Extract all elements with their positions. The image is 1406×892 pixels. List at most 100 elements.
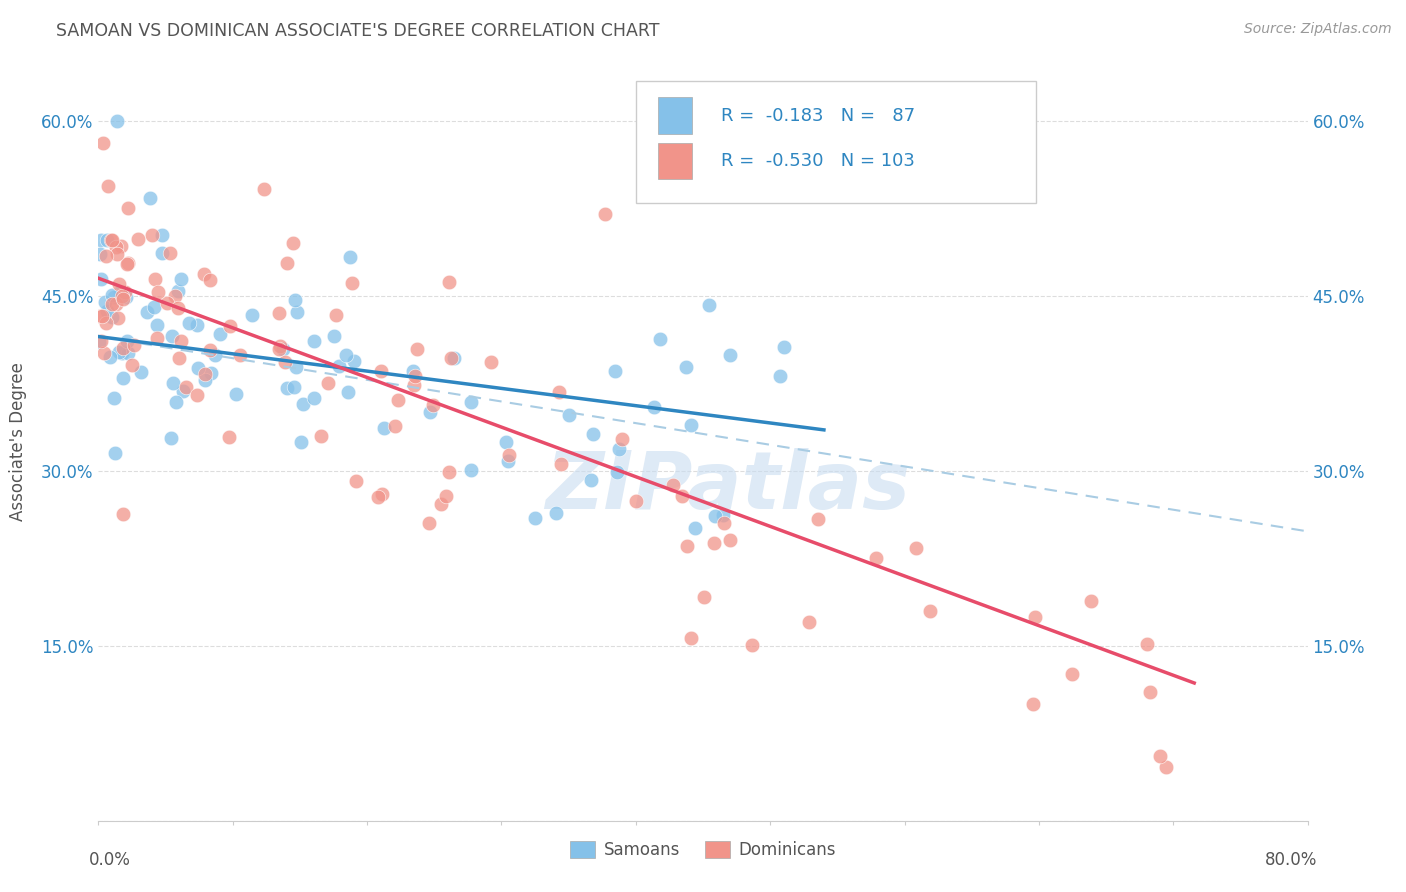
Point [142, 301, 165, 315]
Point [179, 316, 201, 330]
Point [460, 463, 482, 477]
Point [114, 285, 136, 299]
Point [89, 246, 111, 260]
Point [194, 373, 217, 387]
Point [693, 590, 716, 604]
Point [129, 365, 152, 379]
Point [94, 249, 117, 263]
Point [460, 395, 482, 409]
Point [146, 331, 169, 345]
Point [550, 457, 572, 471]
Point [323, 328, 346, 343]
Legend: Samoans, Dominicans: Samoans, Dominicans [564, 834, 842, 865]
Point [100, 233, 122, 247]
Point [370, 487, 392, 501]
Point [112, 293, 135, 307]
Point [439, 275, 461, 289]
Point [582, 427, 605, 442]
Point [117, 345, 139, 359]
Point [606, 466, 628, 480]
Point [290, 434, 312, 449]
Point [267, 342, 290, 356]
Point [138, 191, 160, 205]
Point [593, 207, 616, 221]
Point [419, 405, 441, 419]
Point [648, 332, 671, 346]
Point [219, 318, 242, 333]
Point [304, 391, 326, 405]
Text: R =  -0.183   N =   87: R = -0.183 N = 87 [721, 106, 915, 125]
Point [112, 507, 135, 521]
Point [367, 490, 389, 504]
Point [253, 181, 276, 195]
Point [316, 376, 339, 390]
Point [127, 232, 149, 246]
Point [107, 310, 129, 325]
Point [741, 638, 763, 652]
Point [115, 290, 138, 304]
Point [165, 395, 187, 409]
Point [703, 536, 725, 550]
Point [160, 432, 183, 446]
Point [713, 516, 735, 531]
Bar [658, 97, 692, 134]
Point [342, 276, 364, 290]
Point [165, 289, 187, 303]
Point [150, 227, 173, 242]
Point [769, 368, 792, 383]
Point [283, 380, 305, 394]
Point [558, 408, 581, 422]
Point [284, 293, 307, 307]
Point [94, 295, 117, 310]
Point [194, 368, 217, 382]
Point [643, 400, 665, 414]
Point [172, 384, 194, 398]
Point [100, 310, 122, 324]
Point [325, 308, 347, 322]
Point [198, 273, 221, 287]
Point [443, 351, 465, 366]
Point [108, 344, 131, 359]
Point [96, 304, 118, 318]
Point [167, 351, 190, 365]
Point [160, 329, 183, 343]
Point [496, 454, 519, 468]
Point [225, 387, 247, 401]
Point [337, 384, 360, 399]
Point [339, 250, 361, 264]
Point [193, 268, 215, 282]
Point [344, 474, 367, 488]
Point [89, 309, 111, 323]
Point [773, 340, 796, 354]
Point [430, 497, 453, 511]
Point [90, 309, 112, 323]
Point [704, 508, 727, 523]
Point [309, 429, 332, 443]
Point [159, 246, 181, 260]
Point [122, 338, 145, 352]
Point [581, 473, 603, 487]
Point [96, 233, 118, 247]
Point [174, 380, 197, 394]
Point [718, 348, 741, 362]
Point [495, 434, 517, 449]
Point [186, 318, 208, 333]
Point [146, 318, 169, 332]
Point [373, 420, 395, 434]
Point [218, 430, 240, 444]
FancyBboxPatch shape [637, 81, 1035, 202]
Point [111, 346, 134, 360]
Point [1149, 749, 1171, 764]
Point [479, 355, 502, 369]
Point [89, 334, 111, 349]
Point [90, 234, 112, 248]
Point [370, 364, 392, 378]
Point [865, 550, 887, 565]
Point [498, 448, 520, 462]
Point [387, 392, 409, 407]
Point [1022, 697, 1045, 711]
Point [328, 359, 350, 373]
Point [285, 305, 308, 319]
Point [402, 364, 425, 378]
Point [198, 343, 221, 358]
